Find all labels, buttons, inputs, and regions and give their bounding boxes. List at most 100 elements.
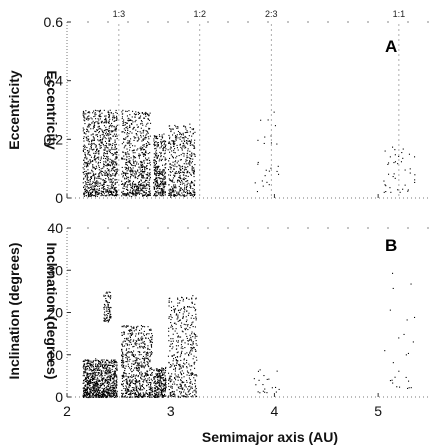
data-point: [106, 190, 108, 192]
data-point: [104, 361, 106, 363]
data-point: [189, 351, 191, 353]
data-point: [160, 143, 162, 145]
data-point: [161, 367, 163, 369]
data-point: [131, 365, 133, 367]
data-point: [170, 326, 172, 328]
data-point: [144, 393, 146, 395]
data-point: [111, 392, 113, 394]
data-point: [100, 170, 102, 172]
data-point: [185, 163, 187, 165]
data-point: [106, 301, 108, 303]
data-point: [86, 131, 88, 133]
data-point: [178, 191, 180, 193]
data-point: [87, 140, 89, 142]
data-point: [184, 396, 186, 398]
data-point: [173, 141, 175, 143]
data-point: [137, 392, 139, 394]
data-point: [91, 149, 93, 151]
data-point: [96, 394, 98, 396]
data-point: [186, 381, 188, 383]
data-point: [270, 167, 272, 169]
data-point: [96, 359, 98, 361]
data-point: [87, 176, 89, 178]
data-point: [133, 162, 135, 164]
data-point: [139, 345, 141, 347]
data-point: [150, 386, 152, 388]
data-point: [98, 194, 100, 196]
data-point: [102, 392, 104, 394]
data-point: [130, 339, 132, 341]
data-point: [171, 140, 173, 142]
data-point: [190, 347, 192, 349]
data-point: [135, 191, 137, 193]
data-point: [103, 393, 105, 395]
data-point: [94, 112, 96, 114]
data-point: [107, 150, 109, 152]
data-point: [180, 385, 182, 387]
data-point: [108, 114, 110, 116]
data-point: [194, 361, 196, 363]
data-point: [181, 341, 183, 343]
data-point: [147, 131, 149, 133]
data-point: [162, 186, 164, 188]
data-point: [101, 396, 103, 398]
data-point: [142, 194, 144, 196]
data-point: [161, 392, 163, 394]
data-point: [151, 387, 153, 389]
data-point: [125, 379, 127, 381]
data-point: [153, 179, 155, 181]
data-point: [147, 132, 149, 134]
data-point: [107, 160, 109, 162]
data-point: [164, 372, 166, 374]
data-point: [190, 372, 192, 374]
data-point: [136, 341, 138, 343]
data-point: [110, 133, 112, 135]
data-point: [170, 338, 172, 340]
data-point: [86, 126, 88, 128]
data-point: [103, 186, 105, 188]
data-point: [96, 386, 98, 388]
data-point: [143, 129, 145, 131]
data-point: [135, 129, 137, 131]
data-point: [99, 159, 101, 161]
data-point: [196, 344, 198, 346]
data-point: [154, 193, 156, 195]
data-point: [113, 387, 115, 389]
data-point: [135, 394, 137, 396]
data-point: [103, 377, 105, 379]
data-point: [132, 169, 134, 171]
y-tick-label: 20: [47, 305, 63, 321]
data-point: [168, 330, 170, 332]
data-point: [156, 179, 158, 181]
data-point: [175, 323, 177, 325]
data-point: [155, 395, 157, 397]
data-point: [84, 181, 86, 183]
data-point: [194, 374, 196, 376]
data-point: [91, 395, 93, 397]
data-point: [143, 396, 145, 398]
data-point: [122, 131, 124, 133]
data-point: [103, 307, 105, 309]
data-point: [85, 156, 87, 158]
data-point: [95, 113, 97, 115]
data-point: [90, 360, 92, 362]
data-point: [150, 374, 152, 376]
data-point: [163, 385, 165, 387]
data-point: [126, 339, 128, 341]
data-point: [103, 313, 105, 315]
data-point: [160, 391, 162, 393]
data-point: [95, 396, 97, 398]
data-point: [177, 297, 179, 299]
data-point: [188, 372, 190, 374]
data-point: [129, 358, 131, 360]
data-point: [151, 336, 153, 338]
data-point: [106, 173, 108, 175]
data-point: [128, 158, 130, 160]
data-point: [179, 181, 181, 183]
data-point: [162, 184, 164, 186]
data-point: [138, 367, 140, 369]
data-point: [193, 171, 195, 173]
data-point: [162, 383, 164, 385]
data-point: [133, 355, 135, 357]
data-point: [153, 156, 155, 158]
